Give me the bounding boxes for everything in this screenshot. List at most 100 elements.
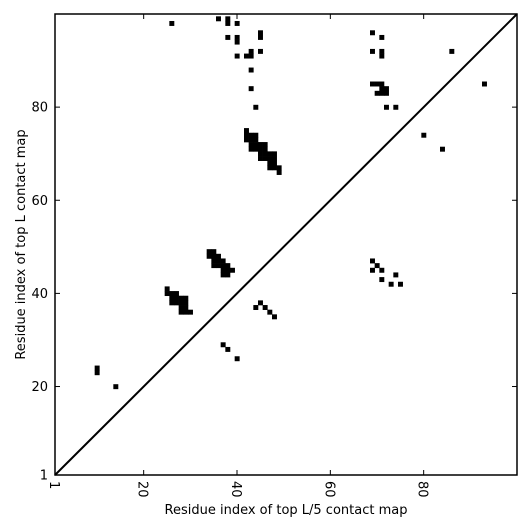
y-axis-label: Residue index of top L contact map — [14, 129, 29, 359]
contact-cell-lower — [253, 305, 259, 310]
contact-cell-lower — [370, 258, 375, 264]
y-tick-label: 40 — [31, 287, 48, 302]
contact-cell-upper — [169, 20, 175, 26]
contact-cell-upper — [379, 48, 385, 54]
contact-cell-upper — [272, 151, 277, 157]
contact-cell-lower — [178, 309, 184, 315]
contact-cell-lower — [234, 356, 240, 362]
contact-cell-lower — [183, 295, 189, 301]
contact-cell-upper — [244, 53, 249, 59]
contact-cell-upper — [374, 90, 380, 96]
contact-cell-upper — [384, 104, 389, 110]
contact-cell-lower — [225, 267, 231, 273]
contact-cell-lower — [220, 267, 226, 273]
contact-cell-upper — [379, 53, 385, 59]
contact-cell-lower — [225, 346, 231, 352]
contact-cell-lower — [178, 295, 184, 301]
contact-cell-upper — [234, 20, 240, 26]
contact-cell-upper — [379, 90, 385, 96]
contact-cell-upper — [440, 146, 445, 152]
contact-cell-lower — [262, 305, 268, 310]
contact-cell-upper — [272, 156, 277, 161]
contact-cell-lower — [188, 309, 193, 315]
y-tick-label: 20 — [31, 380, 48, 395]
contact-cell-lower — [206, 253, 212, 259]
contact-cell-lower — [164, 286, 170, 292]
contact-cell-upper — [234, 34, 240, 40]
contact-cell-upper — [248, 142, 254, 148]
contact-cell-upper — [370, 48, 375, 54]
contact-cell-lower — [379, 267, 385, 273]
contact-cell-upper — [258, 146, 263, 152]
contact-cell-upper — [379, 34, 385, 40]
contact-cell-lower — [178, 300, 184, 306]
contact-cell-upper — [248, 53, 254, 59]
contact-cell-lower — [272, 314, 277, 320]
contact-cell-upper — [248, 137, 254, 143]
contact-cell-upper — [248, 48, 254, 54]
contact-cell-lower — [164, 291, 170, 297]
contact-cell-upper — [234, 53, 240, 59]
contact-cell-upper — [258, 151, 263, 157]
contact-cell-upper — [258, 142, 263, 148]
contact-cell-upper — [248, 67, 254, 73]
contact-cell-upper — [248, 146, 254, 152]
contact-cell-lower — [220, 342, 226, 348]
contact-cell-upper — [234, 39, 240, 45]
x-tick-label: 1 — [46, 481, 61, 489]
contact-cell-lower — [183, 305, 189, 310]
contact-cell-lower — [225, 263, 231, 269]
contact-cell-lower — [211, 258, 217, 264]
contact-cell-upper — [225, 20, 231, 26]
contact-cell-lower — [258, 300, 263, 306]
contact-cell-lower — [225, 272, 231, 278]
contact-cell-lower — [370, 267, 375, 273]
x-axis-label: Residue index of top L/5 contact map — [165, 503, 408, 518]
y-tick-label: 80 — [31, 101, 48, 116]
y-tick-label: 1 — [40, 469, 48, 484]
contact-cell-lower — [174, 291, 179, 297]
contact-cell-lower — [398, 281, 403, 287]
contact-cell-upper — [272, 165, 277, 171]
contact-cell-lower — [267, 309, 273, 315]
contact-cell-upper — [262, 156, 268, 161]
contact-cell-lower — [220, 263, 226, 269]
contact-cell-lower — [230, 267, 235, 273]
contact-cell-lower — [216, 253, 221, 259]
contact-cell-upper — [253, 137, 259, 143]
contact-cell-upper — [253, 146, 259, 152]
contact-cell-lower — [379, 277, 385, 283]
contact-cell-upper — [262, 142, 268, 148]
contact-cell-upper — [258, 156, 263, 161]
y-tick-label: 60 — [31, 194, 48, 209]
contact-cell-upper — [216, 16, 221, 22]
contact-cell-upper — [370, 30, 375, 36]
contact-cell-lower — [374, 263, 380, 269]
x-tick-label: 60 — [321, 481, 336, 498]
contact-cell-lower — [388, 281, 394, 287]
contact-cell-upper — [384, 86, 389, 92]
contact-cell-lower — [174, 295, 179, 301]
contact-cell-upper — [370, 81, 375, 87]
x-axis-ticks: 1 20 40 60 80 — [46, 14, 430, 498]
plot-frame — [54, 13, 518, 476]
contact-cell-lower — [220, 272, 226, 278]
contact-cell-upper — [379, 81, 385, 87]
contact-cell-upper — [258, 34, 263, 40]
contact-cell-upper — [374, 81, 380, 87]
contact-cell-upper — [253, 142, 259, 148]
contact-cell-upper — [272, 160, 277, 166]
contact-cell-lower — [183, 300, 189, 306]
contact-cell-upper — [248, 86, 254, 92]
contact-cell-upper — [225, 16, 231, 22]
contact-cell-upper — [248, 132, 254, 138]
contact-cell-lower — [211, 263, 217, 269]
contact-cell-upper — [244, 132, 249, 138]
contact-cell-upper — [258, 48, 263, 54]
contact-cell-upper — [267, 151, 273, 157]
contact-cell-upper — [253, 104, 259, 110]
contact-cell-lower — [94, 370, 100, 376]
x-tick-label: 40 — [228, 481, 243, 498]
contact-cell-lower — [216, 263, 221, 269]
contact-cell-lower — [94, 365, 100, 371]
